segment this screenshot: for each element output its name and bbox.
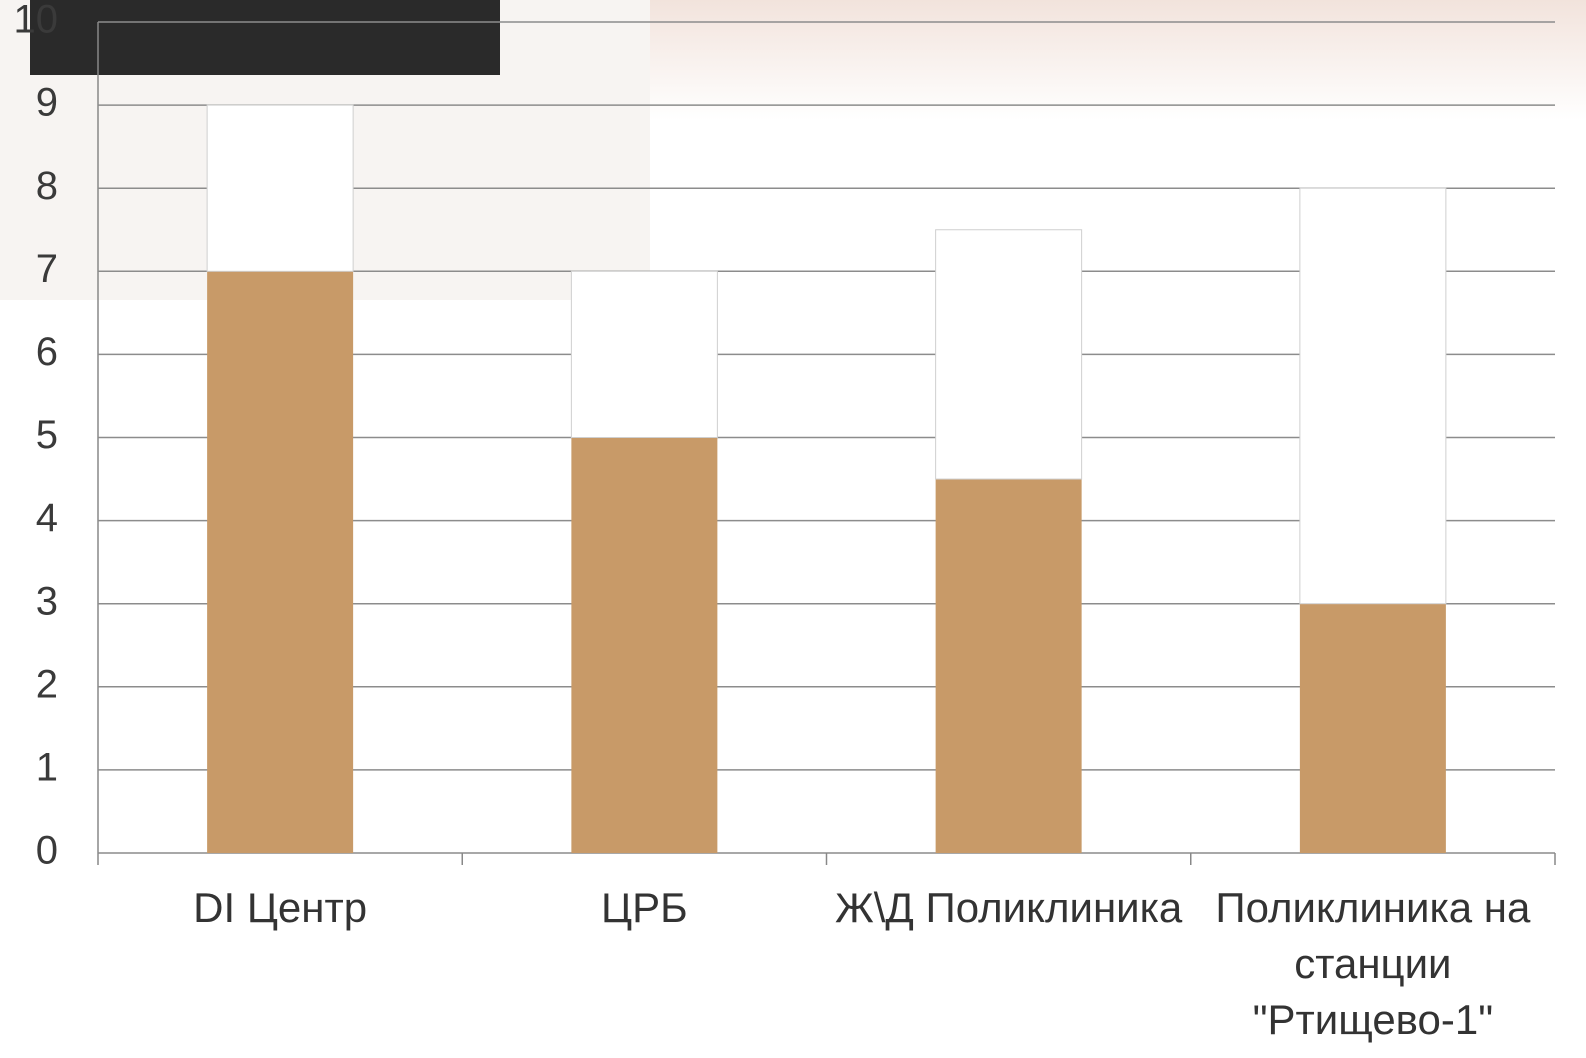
- bar: [207, 271, 353, 853]
- bar: [1300, 604, 1446, 853]
- bar: [207, 105, 353, 271]
- y-tick-label: 9: [36, 81, 58, 125]
- x-tick-label: Ж\Д Поликлиника: [819, 880, 1199, 936]
- background-photo: [30, 0, 500, 75]
- y-tick-label: 7: [36, 247, 58, 291]
- x-tick-label: DI Центр: [90, 880, 470, 936]
- y-tick-label: 3: [36, 579, 58, 623]
- bar: [571, 271, 717, 437]
- y-tick-label: 4: [36, 496, 58, 540]
- y-tick-label: 8: [36, 164, 58, 208]
- y-tick-label: 5: [36, 413, 58, 457]
- bar: [936, 230, 1082, 479]
- y-tick-label: 2: [36, 662, 58, 706]
- x-tick-label: Поликлиника на станции "Ртищево-1": [1183, 880, 1563, 1048]
- bar: [1300, 188, 1446, 604]
- x-tick-label: ЦРБ: [454, 880, 834, 936]
- y-tick-label: 6: [36, 330, 58, 374]
- y-tick-label: 0: [36, 829, 58, 873]
- y-tick-label: 1: [36, 745, 58, 789]
- bar: [936, 479, 1082, 853]
- bar: [571, 438, 717, 854]
- chart: 0 1 2 3 4 5 6 7 8 9 10 DI ЦентрЦРБЖ\Д ПоликлиникаП…: [0, 0, 1586, 1058]
- y-tick-label: 10: [14, 0, 59, 42]
